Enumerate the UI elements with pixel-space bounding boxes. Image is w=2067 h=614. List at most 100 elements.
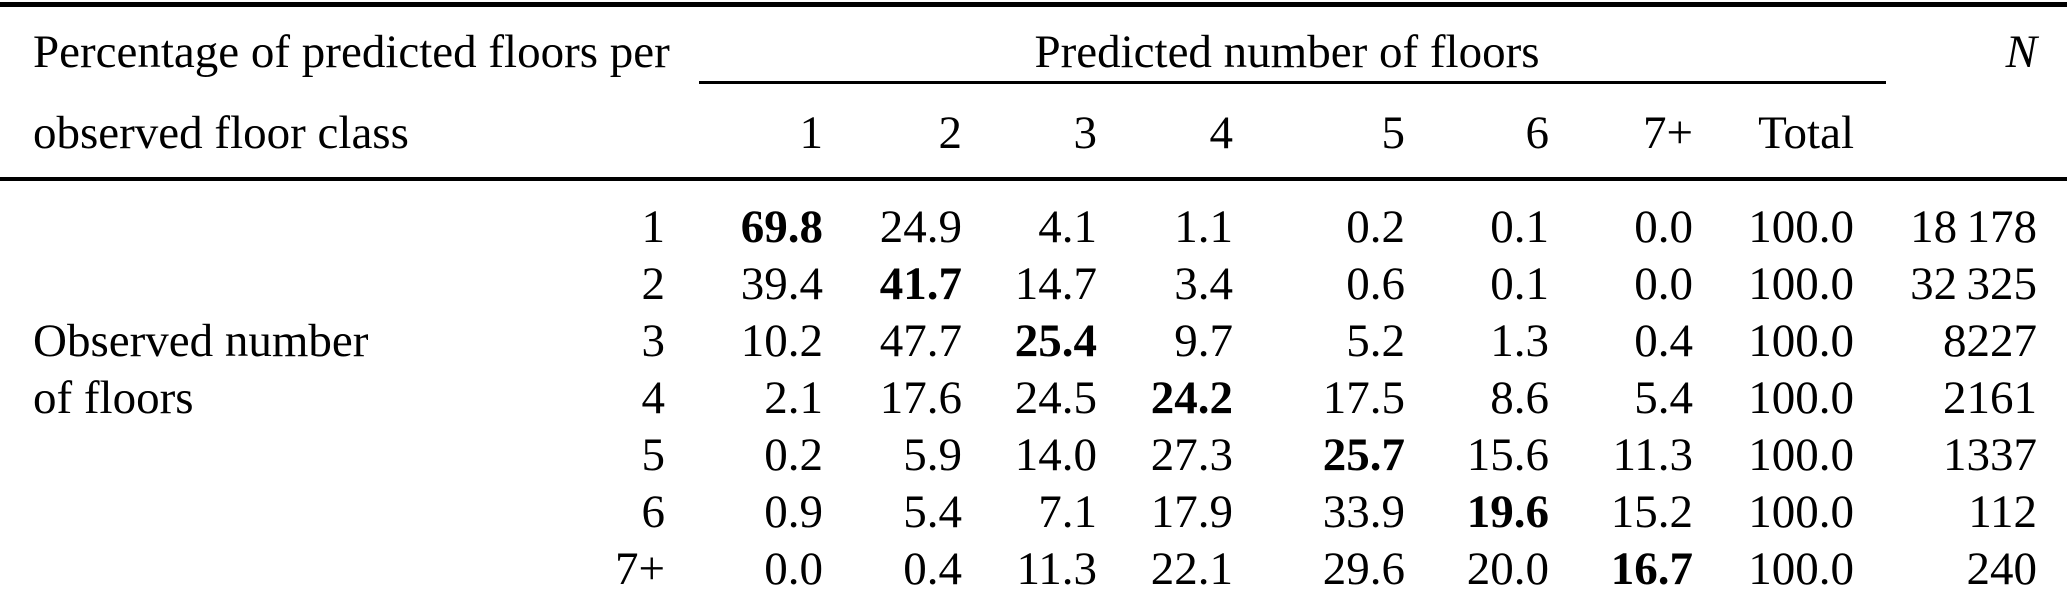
cell-value: 17.9 — [1150, 485, 1233, 538]
cell-value: 20.0 — [1466, 542, 1549, 595]
diagonal-cell-value: 19.6 — [1466, 485, 1549, 538]
observed-class-label: 1 — [641, 200, 666, 253]
observed-class-label: 7+ — [614, 542, 665, 595]
n-column-header: N — [2005, 26, 2037, 78]
cell-value: 2.1 — [764, 371, 823, 424]
cell-value: 8.6 — [1490, 371, 1549, 424]
cell-value: 10.2 — [740, 314, 823, 367]
observed-class-label: 3 — [641, 314, 666, 367]
cell-value: 15.2 — [1610, 485, 1693, 538]
table-row: 2 39.4 41.7 14.7 3.4 0.6 0.1 0.0 100.0 3… — [0, 255, 2067, 312]
cell-value: 5.4 — [903, 485, 962, 538]
table-row: of floors 4 2.1 17.6 24.5 24.2 17.5 8.6 … — [0, 369, 2067, 426]
col-header-7plus: 7+ — [1549, 89, 1693, 181]
cell-value: 0.4 — [903, 542, 962, 595]
group-header-rule — [699, 81, 1886, 84]
row-group-label — [0, 255, 585, 312]
table-row: 7+ 0.0 0.4 11.3 22.1 29.6 20.0 16.7 100.… — [0, 540, 2067, 614]
cell-value: 9.7 — [1174, 314, 1233, 367]
table-row: Observed number 3 10.2 47.7 25.4 9.7 5.2… — [0, 312, 2067, 369]
cell-value: 0.6 — [1346, 257, 1405, 310]
col-header-1: 1 — [665, 89, 823, 181]
cell-value-total: 100.0 — [1748, 257, 1854, 310]
cell-value: 17.6 — [879, 371, 962, 424]
cell-value-total: 100.0 — [1748, 542, 1854, 595]
table-header: Percentage of predicted floors per Predi… — [0, 5, 2067, 181]
row-group-label — [0, 179, 585, 255]
cell-value: 11.3 — [1612, 428, 1693, 481]
row-group-label — [0, 540, 585, 614]
row-group-label-line1: Observed number — [33, 314, 369, 367]
cell-value: 24.9 — [879, 200, 962, 253]
table-row: 1 69.8 24.9 4.1 1.1 0.2 0.1 0.0 100.0 18… — [0, 179, 2067, 255]
col-header-total: Total — [1693, 89, 1854, 181]
row-group-label — [0, 483, 585, 540]
cell-value: 24.5 — [1014, 371, 1097, 424]
cell-value: 1.1 — [1174, 200, 1233, 253]
diagonal-cell-value: 16.7 — [1610, 542, 1693, 595]
cell-value: 0.9 — [764, 485, 823, 538]
row-n-value: 8227 — [1943, 314, 2037, 367]
diagonal-cell-value: 41.7 — [879, 257, 962, 310]
col-header-4: 4 — [1097, 89, 1233, 181]
cell-value: 3.4 — [1174, 257, 1233, 310]
cell-value: 0.4 — [1634, 314, 1693, 367]
cell-value-total: 100.0 — [1748, 200, 1854, 253]
table-row: 6 0.9 5.4 7.1 17.9 33.9 19.6 15.2 100.0 … — [0, 483, 2067, 540]
table-body: 1 69.8 24.9 4.1 1.1 0.2 0.1 0.0 100.0 18… — [0, 179, 2067, 614]
diagonal-cell-value: 69.8 — [740, 200, 823, 253]
header-row-2: observed floor class 1 2 3 4 5 6 7+ Tota… — [0, 89, 2067, 181]
cell-value-total: 100.0 — [1748, 371, 1854, 424]
group-header-predicted: Predicted number of floors — [1034, 26, 1540, 78]
col-header-3: 3 — [962, 89, 1097, 181]
cell-value: 1.3 — [1490, 314, 1549, 367]
cell-value: 22.1 — [1150, 542, 1233, 595]
cell-value: 47.7 — [879, 314, 962, 367]
row-n-value: 32 325 — [1910, 257, 2037, 310]
col-header-5: 5 — [1233, 89, 1405, 181]
cell-value: 27.3 — [1150, 428, 1233, 481]
cell-value: 39.4 — [740, 257, 823, 310]
cell-value: 7.1 — [1038, 485, 1097, 538]
cell-value-total: 100.0 — [1748, 428, 1854, 481]
table-row: 5 0.2 5.9 14.0 27.3 25.7 15.6 11.3 100.0… — [0, 426, 2067, 483]
observed-class-label: 5 — [641, 428, 666, 481]
row-group-label — [0, 426, 585, 483]
row-n-value: 112 — [1968, 485, 2037, 538]
cell-value: 11.3 — [1016, 542, 1097, 595]
cell-value: 14.0 — [1014, 428, 1097, 481]
diagonal-cell-value: 25.4 — [1014, 314, 1097, 367]
cell-value: 0.0 — [764, 542, 823, 595]
col-header-2: 2 — [823, 89, 962, 181]
cell-value: 5.9 — [903, 428, 962, 481]
cell-value: 5.4 — [1634, 371, 1693, 424]
cell-value: 0.2 — [1346, 200, 1405, 253]
observed-class-label: 2 — [641, 257, 666, 310]
cell-value: 14.7 — [1014, 257, 1097, 310]
cell-value: 15.6 — [1466, 428, 1549, 481]
corner-header-line2: observed floor class — [0, 89, 585, 181]
row-n-value: 1337 — [1943, 428, 2037, 481]
row-n-value: 2161 — [1943, 371, 2037, 424]
diagonal-cell-value: 25.7 — [1322, 428, 1405, 481]
corner-header-line1: Percentage of predicted floors per — [33, 26, 670, 78]
spacer-cell — [585, 89, 665, 181]
row-n-value: 240 — [1966, 542, 2038, 595]
col-header-6: 6 — [1405, 89, 1549, 181]
cell-value-total: 100.0 — [1748, 485, 1854, 538]
spacer-cell — [1854, 89, 2067, 181]
cell-value: 0.1 — [1490, 200, 1549, 253]
diagonal-cell-value: 24.2 — [1150, 371, 1233, 424]
cell-value: 0.0 — [1634, 200, 1693, 253]
cell-value: 0.2 — [764, 428, 823, 481]
observed-class-label: 6 — [641, 485, 666, 538]
cell-value: 33.9 — [1322, 485, 1405, 538]
cell-value: 17.5 — [1322, 371, 1405, 424]
cell-value: 4.1 — [1038, 200, 1097, 253]
header-row-1: Percentage of predicted floors per Predi… — [0, 5, 2067, 90]
cell-value: 5.2 — [1346, 314, 1405, 367]
row-group-label-line2: of floors — [33, 371, 194, 424]
cell-value: 0.1 — [1490, 257, 1549, 310]
